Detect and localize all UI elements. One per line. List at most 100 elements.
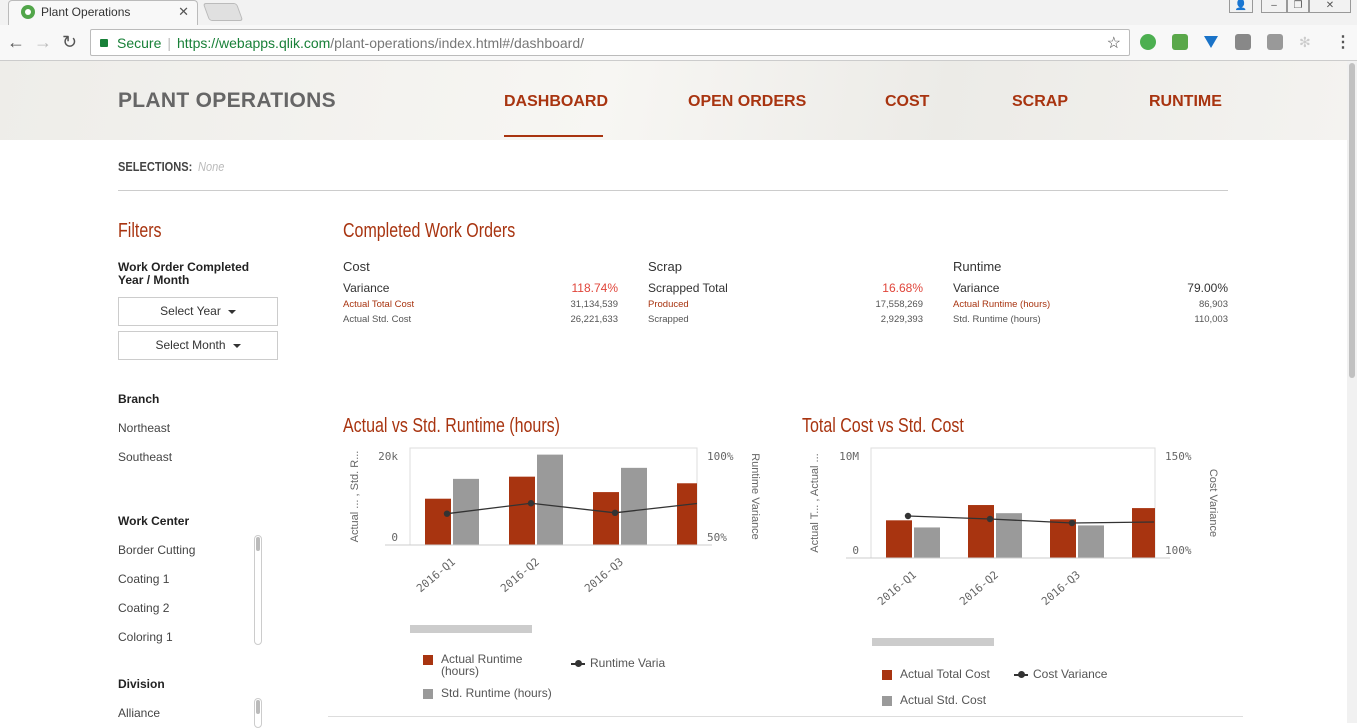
kpi-main-label: Variance (343, 281, 390, 295)
bar-actual-std-cost-2016-Q1[interactable] (914, 527, 940, 558)
bar-std-runtime-hours--2016-Q2[interactable] (537, 454, 563, 545)
bar-actual-total-cost-2016-Q1[interactable] (886, 520, 912, 558)
y2-tick-label: 100% (1165, 544, 1192, 557)
variance-point-2016-Q1[interactable] (904, 512, 912, 520)
legend-scrollbar[interactable] (410, 625, 532, 633)
forward-icon[interactable]: → (34, 32, 52, 52)
work-center-item[interactable]: Coloring 1 (118, 630, 173, 644)
division-scrollbar[interactable] (254, 698, 262, 728)
legend-item[interactable]: Runtime Varia (571, 657, 665, 669)
select-month-dropdown[interactable]: Select Month (118, 331, 278, 360)
division-label: Division (118, 677, 165, 691)
variance-point-2016-Q2[interactable] (527, 500, 535, 507)
y2-tick-label: 150% (1165, 450, 1192, 463)
reload-icon[interactable]: ↻ (62, 32, 78, 52)
nav-runtime[interactable]: RUNTIME (1149, 93, 1222, 110)
close-window-button[interactable]: ✕ (1309, 0, 1351, 13)
work-center-item[interactable]: Coating 1 (118, 572, 170, 586)
branch-item[interactable]: Southeast (118, 450, 173, 464)
caret-down-icon (232, 343, 241, 348)
selections-value: None (198, 159, 225, 174)
x-tick-label: 2016-Q3 (1039, 568, 1083, 608)
bar-actual-runtime-hours--2016-Q3[interactable] (593, 492, 619, 545)
nav-cost[interactable]: COST (885, 93, 930, 110)
address-bar[interactable]: Secure | https://webapps.qlik.com/plant-op… (90, 29, 1130, 56)
bar-actual-runtime-hours--2016-Q1[interactable] (425, 498, 451, 545)
variance-point-2016-Q3[interactable] (611, 509, 619, 517)
kpi-group-title: Cost (343, 259, 370, 274)
bar-actual-total-cost-2016-Q2[interactable] (968, 505, 994, 558)
kpi-row-value: 86,903 (1198, 299, 1228, 310)
work-center-scrollbar[interactable] (254, 535, 262, 645)
y-axis-label: Actual T... , Actual ... (809, 453, 821, 552)
legend-item[interactable]: Cost Variance (1014, 668, 1107, 680)
page-scrollbar[interactable] (1347, 61, 1357, 723)
kpi-group-title: Scrap (648, 259, 682, 274)
y2-tick-label: 50% (707, 531, 727, 544)
branch-item[interactable]: Northeast (118, 421, 171, 435)
legend-item[interactable]: Std. Runtime (hours) (423, 687, 552, 699)
extension-flower-icon[interactable]: ✻ (1299, 34, 1311, 50)
extension-diamond-icon[interactable] (1204, 36, 1218, 48)
back-icon[interactable]: ← (7, 32, 25, 52)
legend-line-icon (571, 656, 585, 670)
bookmark-star-icon[interactable]: ☆ (1106, 35, 1121, 52)
division-item[interactable]: Alliance (118, 706, 161, 720)
divider (118, 190, 1228, 191)
brand-title: PLANT OPERATIONS (118, 89, 336, 112)
close-tab-icon[interactable]: ✕ (178, 4, 189, 19)
lock-icon (100, 39, 108, 47)
bar-std-runtime-hours--2016-Q3[interactable] (621, 467, 647, 545)
legend-label: Runtime Varia (590, 656, 666, 670)
legend-swatch-icon (423, 655, 433, 665)
minimize-button[interactable]: – (1261, 0, 1287, 13)
y-tick-label: 0 (852, 544, 859, 557)
bar-actual-std-cost-2016-Q3[interactable] (1078, 525, 1104, 558)
variance-point-2016-Q1[interactable] (443, 510, 451, 517)
extension-shield-icon[interactable] (1172, 34, 1188, 50)
kpi-main-label: Scrapped Total (648, 281, 728, 295)
cost-chart-title: Total Cost vs Std. Cost (802, 415, 964, 437)
variance-line (446, 502, 697, 515)
x-tick-label: 2016-Q3 (582, 555, 626, 595)
extension-gray-icon[interactable] (1235, 34, 1251, 50)
nav-open-orders[interactable]: OPEN ORDERS (688, 93, 807, 110)
extension-jb-icon[interactable] (1267, 34, 1283, 50)
kpi-main-value: 79.00% (1187, 281, 1228, 295)
bar-actual-runtime-hours--2016-Q4[interactable] (677, 483, 703, 545)
browser-tab[interactable]: Plant Operations ✕ (8, 0, 198, 25)
variance-point-2016-Q2[interactable] (986, 515, 994, 523)
kpi-main-value: 16.68% (882, 281, 923, 295)
legend-item[interactable]: Actual Std. Cost (882, 694, 986, 706)
profile-icon[interactable]: 👤 (1229, 0, 1253, 13)
caret-down-icon (227, 309, 236, 314)
legend-scrollbar[interactable] (872, 638, 994, 646)
legend-item[interactable]: Actual Total Cost (882, 668, 990, 680)
bar-actual-runtime-hours--2016-Q2[interactable] (509, 476, 535, 545)
qlik-favicon-icon (21, 5, 35, 19)
url-path: /plant-operations/index.html#/dashboard/ (330, 35, 585, 51)
nav-dashboard[interactable]: DASHBOARD (504, 93, 608, 110)
select-year-dropdown[interactable]: Select Year (118, 297, 278, 326)
divider (328, 716, 1243, 717)
extension-green-icon[interactable] (1140, 34, 1156, 50)
app-header (0, 61, 1347, 140)
variance-point-2016-Q3[interactable] (1068, 519, 1076, 527)
new-tab-button[interactable] (202, 3, 244, 21)
nav-scrap[interactable]: SCRAP (1012, 93, 1069, 110)
kpi-row-value: 110,003 (1194, 314, 1228, 325)
legend-line-icon (1014, 667, 1028, 681)
kpi-row-value: 31,134,539 (570, 299, 618, 310)
branch-label: Branch (118, 392, 160, 406)
restore-button[interactable]: ❐ (1287, 0, 1309, 13)
kpi-row-label: Actual Std. Cost (343, 314, 412, 325)
work-center-item[interactable]: Coating 2 (118, 601, 170, 615)
work-center-item[interactable]: Border Cutting (118, 543, 196, 557)
menu-kebab-icon[interactable]: ⋮ (1335, 34, 1351, 51)
y-axis-label: Actual ... , Std. R... (349, 451, 361, 543)
runtime-chart-title: Actual vs Std. Runtime (hours) (343, 415, 560, 437)
legend-label: Std. Runtime (hours) (441, 686, 552, 700)
legend-item[interactable]: Actual Runtime (hours) (423, 653, 543, 677)
bar-actual-total-cost-2016-Q4[interactable] (1132, 508, 1158, 558)
x-tick-label: 2016-Q2 (957, 568, 1001, 608)
